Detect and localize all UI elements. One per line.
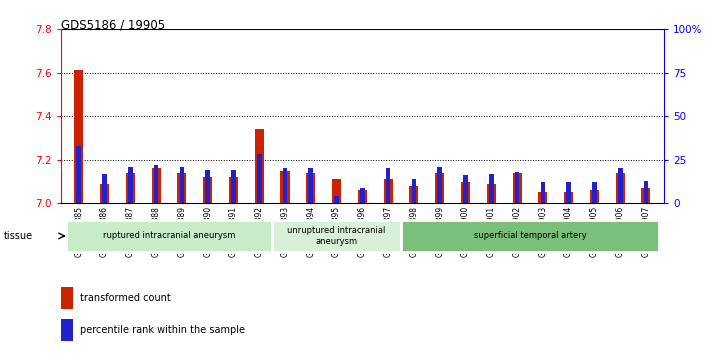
Bar xyxy=(566,182,571,203)
Text: unruptured intracranial
aneurysm: unruptured intracranial aneurysm xyxy=(287,226,386,246)
Bar xyxy=(618,168,623,203)
Bar xyxy=(126,173,135,203)
Bar xyxy=(74,70,84,203)
Bar xyxy=(61,319,74,341)
Bar xyxy=(538,192,548,203)
Bar xyxy=(61,287,74,309)
Bar xyxy=(102,174,107,203)
Bar xyxy=(257,155,261,203)
Bar xyxy=(229,177,238,203)
Bar xyxy=(641,188,650,203)
Text: transformed count: transformed count xyxy=(80,293,171,303)
Bar xyxy=(128,167,133,203)
Bar xyxy=(76,146,81,203)
Bar xyxy=(436,173,444,203)
Bar xyxy=(179,167,184,203)
FancyBboxPatch shape xyxy=(401,220,659,252)
Bar xyxy=(515,172,519,203)
Bar xyxy=(386,168,391,203)
Text: GDS5186 / 19905: GDS5186 / 19905 xyxy=(61,18,165,31)
Bar xyxy=(281,171,289,203)
Bar xyxy=(461,182,470,203)
Bar xyxy=(487,184,496,203)
Bar xyxy=(615,173,625,203)
Bar xyxy=(306,173,316,203)
Bar xyxy=(513,173,521,203)
Text: tissue: tissue xyxy=(4,231,33,241)
Bar xyxy=(334,196,339,203)
Bar xyxy=(154,165,159,203)
Text: ruptured intracranial aneurysm: ruptured intracranial aneurysm xyxy=(103,232,235,240)
Bar xyxy=(255,129,263,203)
Bar xyxy=(463,175,468,203)
Bar xyxy=(358,190,367,203)
Text: percentile rank within the sample: percentile rank within the sample xyxy=(80,325,246,335)
Bar xyxy=(489,174,493,203)
FancyBboxPatch shape xyxy=(66,220,272,252)
Bar xyxy=(409,186,418,203)
Bar xyxy=(283,168,287,203)
Bar xyxy=(332,179,341,203)
Bar xyxy=(540,182,545,203)
Bar xyxy=(438,167,442,203)
Bar xyxy=(360,188,365,203)
Bar xyxy=(177,173,186,203)
Bar xyxy=(590,190,599,203)
Bar xyxy=(206,170,210,203)
Bar xyxy=(564,192,573,203)
Bar xyxy=(592,182,597,203)
Bar xyxy=(231,170,236,203)
Text: superficial temporal artery: superficial temporal artery xyxy=(473,232,586,240)
Bar xyxy=(411,179,416,203)
Bar xyxy=(100,184,109,203)
Bar xyxy=(643,181,648,203)
Bar xyxy=(203,177,212,203)
Bar xyxy=(383,179,393,203)
Bar xyxy=(308,168,313,203)
Bar xyxy=(151,168,161,203)
FancyBboxPatch shape xyxy=(272,220,401,252)
